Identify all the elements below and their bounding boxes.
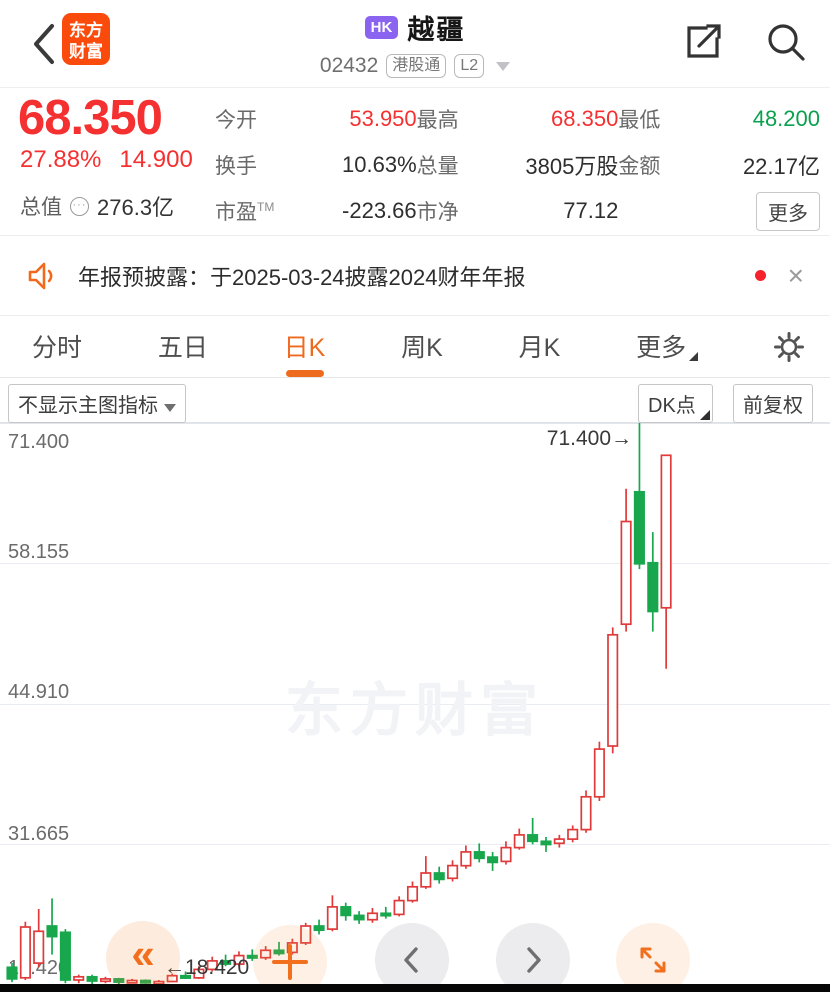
- logo-line1: 东方: [69, 21, 103, 40]
- ytick-2: 58.155: [8, 541, 70, 563]
- close-icon[interactable]: ×: [787, 259, 804, 291]
- header: 东方 财富 HK 越疆 02432 港股通 L2: [0, 0, 830, 88]
- last-price: 68.350: [18, 91, 163, 145]
- more-button[interactable]: 更多: [756, 191, 820, 231]
- period-tabs: 分时 五日 日K 周K 月K 更多: [0, 316, 830, 378]
- speaker-icon: [28, 262, 53, 289]
- dk-point-button[interactable]: DK点: [638, 384, 713, 423]
- plus-crosshair-icon: [272, 944, 308, 980]
- title-dropdown-icon[interactable]: [496, 61, 511, 71]
- tab-daily-k[interactable]: 日K: [282, 314, 328, 380]
- market-badge: HK: [364, 16, 399, 39]
- chevron-left-icon: [404, 947, 418, 973]
- stat-value-pe: -223.66: [342, 198, 417, 223]
- pan-left-button[interactable]: [375, 923, 449, 992]
- stat-label-high: 最高: [416, 109, 459, 132]
- stat-value-amount: 22.17亿: [742, 154, 820, 179]
- stock-code: 02432: [319, 54, 379, 77]
- expand-arrows-icon: [640, 947, 666, 973]
- stat-label-pb: 市净: [416, 201, 459, 224]
- tab-more[interactable]: 更多: [634, 314, 700, 380]
- indicator-dropdown[interactable]: 不显示主图指标: [8, 384, 186, 423]
- stat-label-open: 今开: [215, 109, 257, 132]
- eastmoney-logo: 东方 财富: [62, 13, 110, 65]
- info-icon[interactable]: ···: [70, 196, 89, 216]
- crosshair-button[interactable]: [253, 925, 327, 992]
- ytick-3: 44.910: [8, 681, 70, 703]
- market-cap-value: 276.3亿: [97, 195, 175, 220]
- gridline: [0, 563, 830, 564]
- settings-gear-icon[interactable]: [772, 330, 806, 364]
- tab-5day[interactable]: 五日: [157, 333, 208, 362]
- level2-tag: L2: [454, 54, 485, 78]
- stat-value-turnover: 10.63%: [342, 152, 417, 177]
- gridline: [0, 423, 830, 424]
- pe-tm-sup: TM: [257, 200, 275, 214]
- unread-dot: [754, 270, 766, 281]
- tab-minute[interactable]: 分时: [32, 333, 83, 362]
- market-cap-label: 总值: [20, 196, 62, 219]
- tab-monthly-k[interactable]: 月K: [518, 333, 561, 362]
- stat-label-volume: 总量: [416, 155, 459, 178]
- stat-label-low: 最低: [618, 109, 661, 132]
- stat-value-open: 53.950: [349, 106, 417, 131]
- low-price-annotation: ←18.420: [164, 956, 250, 979]
- announcement-text: 年报预披露：于2025-03-24披露2024财年年报: [78, 264, 526, 290]
- connect-tag: 港股通: [386, 54, 447, 78]
- stat-value-pb: 77.12: [563, 198, 619, 223]
- stat-label-amount: 金额: [618, 155, 661, 178]
- market-cap-row: 总值 ··· 276.3亿: [20, 190, 174, 222]
- title-block: HK 越疆 02432 港股通 L2: [0, 8, 830, 78]
- rewind-button[interactable]: «: [106, 921, 180, 992]
- adjust-mode-button[interactable]: 前复权: [733, 384, 813, 423]
- share-icon[interactable]: [681, 20, 725, 64]
- quote-panel: 68.350 27.88% 14.900 总值 ··· 276.3亿 今开 53…: [0, 88, 830, 236]
- stat-label-turnover: 换手: [215, 155, 257, 178]
- change-amount: 14.900: [119, 146, 193, 173]
- high-price-annotation: 71.400→: [546, 427, 632, 450]
- more-triangle-icon: [689, 351, 699, 361]
- search-icon[interactable]: [764, 20, 808, 64]
- logo-line2: 财富: [69, 42, 103, 62]
- stat-label-pe: 市盈TM: [215, 200, 275, 224]
- pan-right-button[interactable]: [496, 923, 570, 992]
- chevron-right-icon: [527, 947, 541, 973]
- fullscreen-button[interactable]: [616, 923, 690, 992]
- change-row: 27.88% 14.900: [20, 146, 193, 174]
- stock-name: 越疆: [407, 15, 466, 45]
- stat-value-high: 68.350: [551, 106, 619, 131]
- ytick-4: 31.665: [8, 823, 70, 845]
- corner-triangle-icon: [699, 410, 710, 420]
- gridline: [0, 844, 830, 845]
- kline-chart: 东方财富 71.400 58.155 44.910 31.665 18.420 …: [0, 423, 830, 992]
- dropdown-caret-icon: [164, 404, 176, 412]
- tab-weekly-k[interactable]: 周K: [401, 333, 443, 362]
- gridline: [0, 704, 830, 705]
- bottom-bar: [0, 984, 830, 992]
- chart-toolbar: 不显示主图指标 DK点 前复权: [0, 378, 830, 423]
- ytick-1: 71.400: [8, 431, 70, 453]
- stat-value-volume: 3805万股: [525, 154, 619, 179]
- stats-grid: 今开 53.950 最高 68.350 最低 48.200 换手 10.63% …: [215, 96, 820, 234]
- back-button[interactable]: [26, 20, 66, 68]
- change-percent: 27.88%: [20, 146, 102, 173]
- stat-value-low: 48.200: [752, 106, 820, 131]
- double-chevron-left-icon: «: [131, 930, 155, 978]
- announcement-bar[interactable]: 年报预披露：于2025-03-24披露2024财年年报 ×: [0, 236, 830, 316]
- candlestick-canvas[interactable]: [0, 423, 830, 984]
